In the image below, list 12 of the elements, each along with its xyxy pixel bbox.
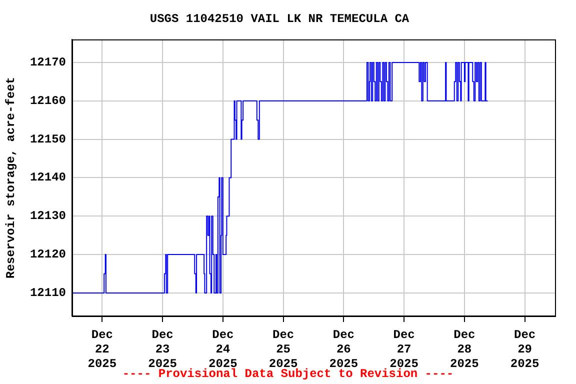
y-tick-label: 12120 bbox=[30, 248, 66, 262]
y-tick-label: 12130 bbox=[30, 209, 66, 224]
y-tick-label: 12150 bbox=[30, 132, 66, 146]
y-tick-label: 12140 bbox=[30, 170, 66, 185]
y-axis-title: Reservoir storage, acre-feet bbox=[4, 76, 18, 279]
y-tick-label: 12170 bbox=[30, 55, 66, 70]
chart-title: USGS 11042510 VAIL LK NR TEMECULA CA bbox=[150, 12, 410, 26]
x-tick-label: Dec 29 2025 bbox=[510, 328, 540, 372]
x-tick-label: Dec 28 2025 bbox=[450, 328, 479, 372]
y-tick-label: 12110 bbox=[30, 286, 66, 300]
x-tick-label: Dec 22 2025 bbox=[88, 328, 117, 372]
y-tick-label: 12160 bbox=[30, 94, 66, 108]
